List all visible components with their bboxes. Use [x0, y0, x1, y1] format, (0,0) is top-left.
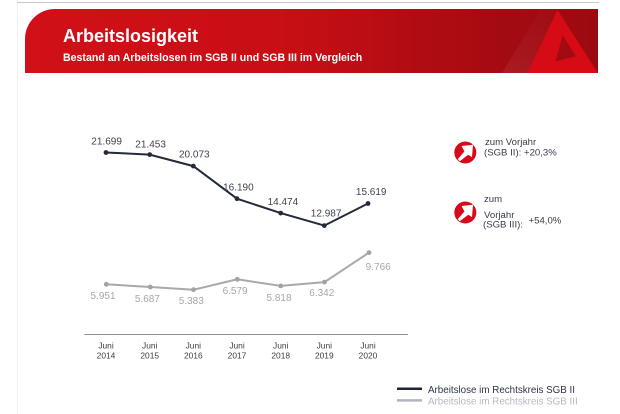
svg-text:2016: 2016: [184, 351, 203, 361]
svg-text:16.190: 16.190: [223, 183, 254, 194]
svg-text:2018: 2018: [271, 351, 290, 361]
svg-text:2020: 2020: [359, 351, 378, 361]
svg-text:5.687: 5.687: [135, 294, 160, 305]
svg-text:(SGB II): +20,3%: (SGB II): +20,3%: [484, 147, 557, 158]
svg-text:2019: 2019: [315, 351, 334, 361]
svg-text:5.383: 5.383: [179, 296, 204, 307]
svg-text:21.453: 21.453: [135, 140, 166, 151]
svg-text:Juni: Juni: [229, 341, 245, 351]
svg-text:6.579: 6.579: [223, 286, 248, 297]
svg-text:(SGB III):: (SGB III):: [483, 220, 523, 231]
svg-text:21.699: 21.699: [91, 137, 122, 148]
svg-text:+54,0%: +54,0%: [529, 216, 562, 227]
svg-text:5.951: 5.951: [90, 291, 115, 302]
svg-text:Arbeitslose im Rechtskreis SGB: Arbeitslose im Rechtskreis SGB III: [428, 397, 578, 408]
svg-text:2014: 2014: [97, 351, 116, 361]
svg-text:Juni: Juni: [98, 341, 114, 351]
svg-text:2017: 2017: [228, 351, 247, 361]
svg-text:Juni: Juni: [186, 341, 202, 351]
svg-text:Juni: Juni: [142, 341, 158, 351]
svg-text:zum Vorjahr: zum Vorjahr: [485, 137, 537, 148]
svg-text:2015: 2015: [140, 351, 159, 361]
svg-text:20.073: 20.073: [179, 150, 210, 161]
svg-text:Juni: Juni: [273, 341, 289, 351]
svg-text:zum: zum: [484, 194, 502, 205]
svg-text:Arbeitslose im Rechtskreis SGB: Arbeitslose im Rechtskreis SGB II: [428, 385, 575, 396]
svg-text:5.818: 5.818: [266, 293, 291, 304]
svg-text:6.342: 6.342: [309, 288, 334, 299]
svg-text:14.474: 14.474: [268, 197, 299, 208]
svg-text:Juni: Juni: [360, 341, 376, 351]
svg-text:15.619: 15.619: [356, 187, 387, 198]
svg-text:Vorjahr: Vorjahr: [484, 210, 515, 221]
svg-text:9.766: 9.766: [366, 262, 391, 273]
svg-text:12.987: 12.987: [311, 209, 342, 220]
svg-text:Juni: Juni: [317, 341, 333, 351]
